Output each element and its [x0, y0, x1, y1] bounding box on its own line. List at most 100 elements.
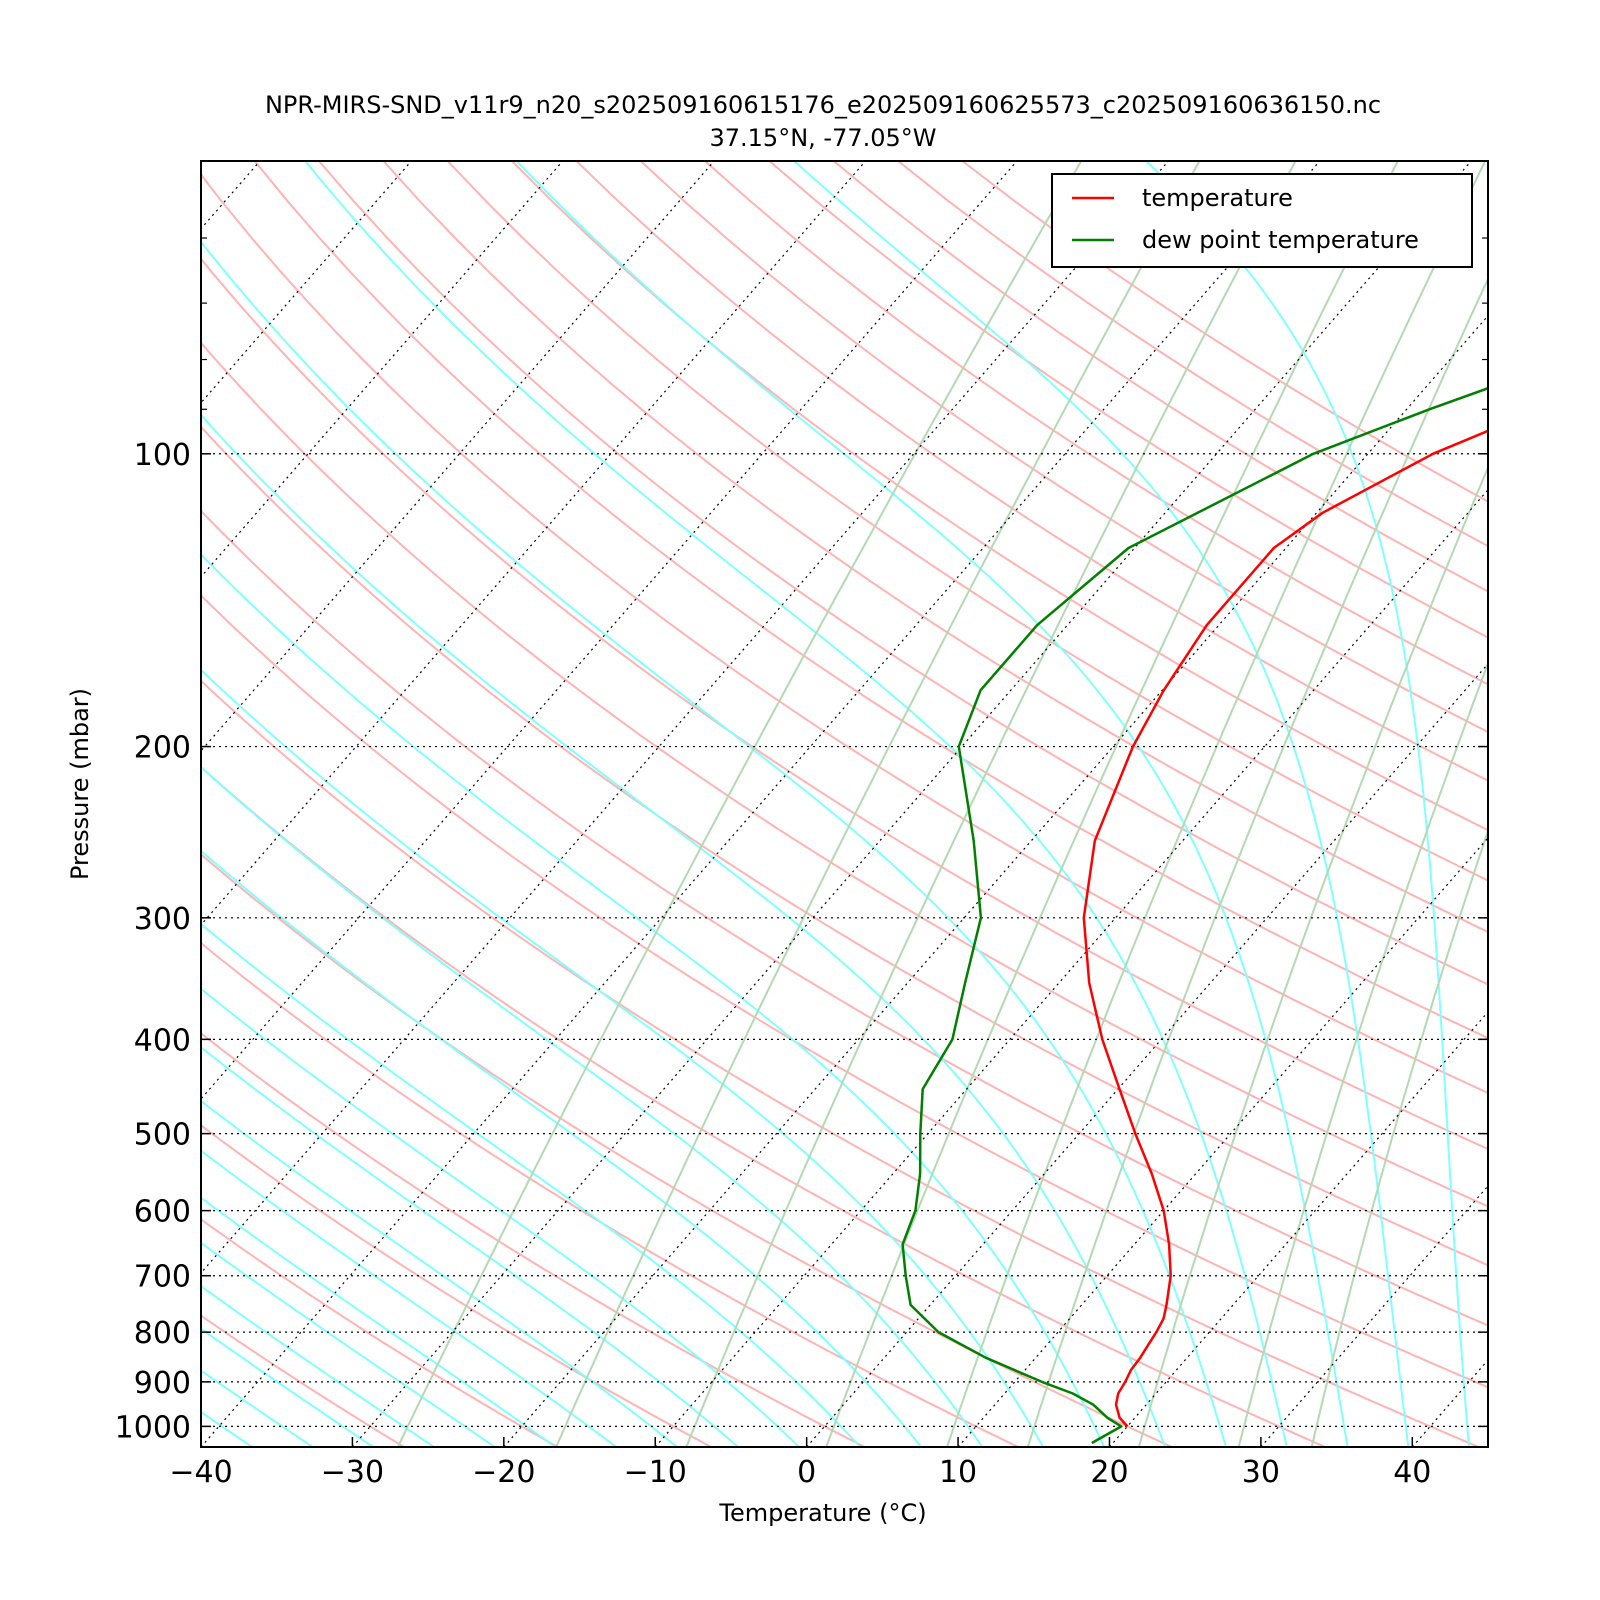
dry-adiabat [201, 173, 1488, 1095]
mixing-ratio-line [1026, 276, 1488, 1447]
mixing-ratio-line [1310, 827, 1488, 1447]
moist-adiabat [201, 922, 862, 1447]
dry-adiabat [446, 161, 1488, 882]
moist-adiabat [304, 161, 1288, 1447]
isotherms [201, 161, 1600, 1447]
dry-adiabat [201, 941, 1021, 1447]
dry-adiabat [253, 161, 1488, 1040]
dry-adiabat [896, 161, 1488, 548]
x-tick-label: 40 [1393, 1455, 1431, 1490]
plot-frame [200, 160, 1489, 1448]
mixing-ratio-lines [396, 161, 1488, 1447]
y-tick-label: 800 [134, 1316, 191, 1351]
moist-adiabat [201, 1099, 679, 1447]
dry-adiabat [201, 341, 1488, 1208]
mixing-ratio-line [685, 161, 1297, 1447]
isotherm [201, 161, 261, 230]
dewpoint-line [901, 386, 1488, 1445]
dry-adiabat [201, 1314, 407, 1447]
y-tick-label: 500 [134, 1118, 191, 1153]
y-tick-label: 600 [134, 1195, 191, 1230]
moist-adiabats [0, 107, 1471, 1451]
legend-box [1051, 173, 1473, 268]
mixing-ratio-line [825, 161, 1399, 1447]
y-tick-label: 100 [134, 438, 191, 473]
dry-adiabat [201, 594, 1488, 1389]
x-tick-label: 10 [939, 1455, 977, 1490]
isotherm [503, 314, 1488, 1447]
isotherm [201, 161, 412, 404]
dry-adiabat [574, 161, 1488, 782]
temperature-line [1082, 429, 1488, 1428]
chart-title: NPR-MIRS-SND_v11r9_n20_s202509160615176_… [265, 91, 1381, 119]
x-tick-label: −40 [169, 1455, 232, 1490]
x-tick-label: 0 [797, 1455, 816, 1490]
dry-adiabats [201, 161, 1488, 1447]
moist-adiabat [1144, 161, 1471, 1447]
moist-adiabat [201, 766, 984, 1447]
y-tick-label: 900 [134, 1366, 191, 1401]
x-tick-label: 20 [1090, 1455, 1128, 1490]
mixing-ratio-line [945, 161, 1487, 1447]
y-tick-label: 400 [134, 1023, 191, 1058]
moist-adiabat [201, 240, 1227, 1447]
isotherm [957, 836, 1488, 1447]
isotherm [201, 161, 1018, 1100]
legend-label: dew point temperature [1142, 226, 1419, 254]
isotherm [201, 161, 1169, 1274]
moist-adiabat [201, 1241, 497, 1447]
y-tick-label: 300 [134, 902, 191, 937]
dry-adiabat [201, 1032, 867, 1447]
moist-adiabat [201, 1327, 376, 1447]
mixing-ratio-line [1137, 465, 1488, 1447]
moist-adiabat [201, 1369, 315, 1447]
y-tick-label: 1000 [115, 1410, 191, 1445]
moist-adiabat [201, 668, 1045, 1447]
moist-adiabat [201, 553, 1106, 1447]
moist-adiabat [201, 1149, 618, 1447]
axes: −40 −30 −20 −10 0 10 20 30 40 100 200 300 400 500 600 7… [115, 160, 1488, 1490]
moist-adiabat [201, 987, 801, 1447]
isotherm [201, 161, 867, 926]
moist-adiabat [201, 1285, 436, 1447]
moist-adiabat [201, 849, 923, 1447]
dry-adiabat [201, 1218, 560, 1447]
mixing-ratio-line [1237, 660, 1488, 1447]
isotherm [1109, 1010, 1488, 1447]
y-axis-label: Pressure (mbar) [66, 688, 94, 880]
dry-adiabat [201, 853, 1175, 1447]
moist-adiabat [201, 1196, 558, 1447]
isotherm [1411, 1359, 1488, 1447]
moist-adiabat [792, 161, 1410, 1447]
x-tick-label: −10 [624, 1455, 687, 1490]
isotherm [351, 161, 1472, 1447]
dry-adiabat [201, 509, 1488, 1327]
moist-adiabat [201, 1410, 255, 1447]
mixing-ratio-line [396, 161, 1083, 1447]
isotherm [201, 161, 1321, 1447]
x-tick-label: 30 [1242, 1455, 1280, 1490]
moist-adiabat [201, 1046, 740, 1447]
x-tick-label: −30 [321, 1455, 384, 1490]
mixing-ratio-line [555, 161, 1201, 1447]
x-tick-label: −20 [472, 1455, 535, 1490]
moist-adiabat [0, 107, 198, 1451]
dry-adiabat [639, 161, 1488, 734]
chart-subtitle: 37.15°N, -77.05°W [709, 124, 936, 152]
legend-label: temperature [1142, 184, 1293, 212]
moist-adiabat [515, 161, 1349, 1447]
x-axis-label: Temperature (°C) [718, 1499, 926, 1527]
y-tick-label: 700 [134, 1260, 191, 1295]
dry-adiabat [201, 679, 1482, 1447]
dry-adiabat [201, 425, 1488, 1267]
dry-adiabat [960, 161, 1488, 503]
legend: temperature dew point temperature [1051, 173, 1473, 268]
y-tick-label: 200 [134, 731, 191, 766]
isotherm [654, 488, 1488, 1447]
isotherm [806, 662, 1488, 1447]
isotherm [1564, 161, 1600, 1447]
sounding-profiles [901, 386, 1488, 1445]
plot-area [0, 107, 1600, 1451]
moist-adiabat [201, 413, 1167, 1447]
